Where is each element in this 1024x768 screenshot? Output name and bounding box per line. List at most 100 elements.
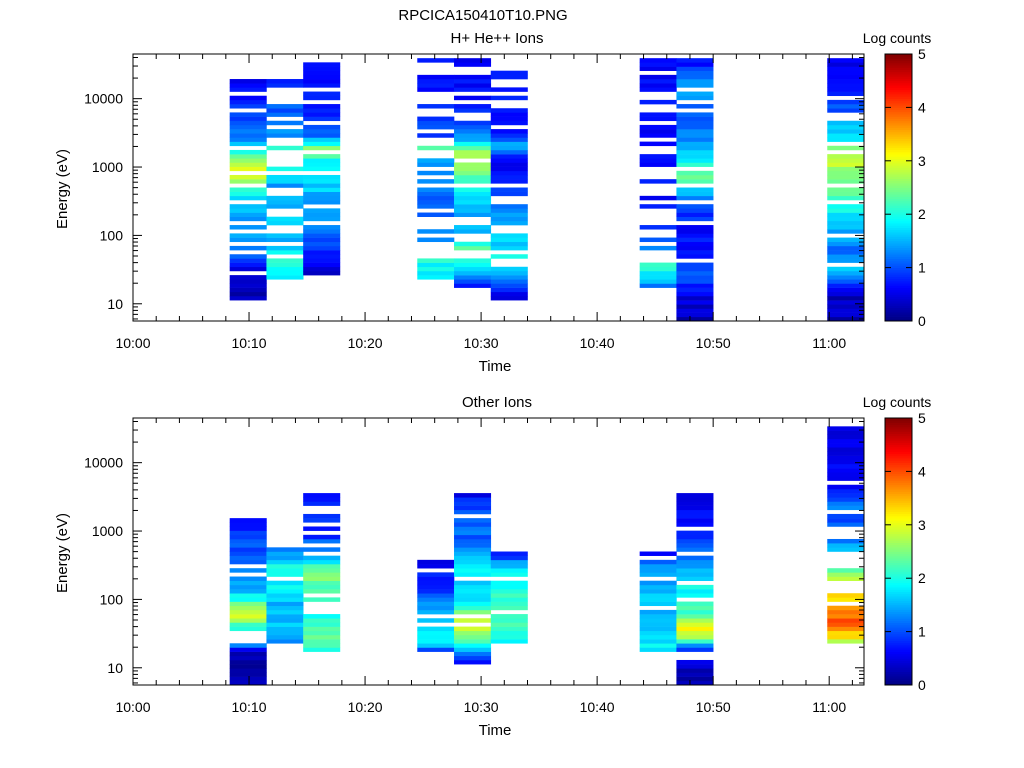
energy-bin: [454, 559, 492, 565]
energy-bin: [676, 668, 714, 673]
energy-bin: [490, 639, 528, 644]
energy-bin: [454, 195, 492, 201]
energy-bin: [229, 668, 267, 673]
energy-bin: [229, 208, 267, 213]
energy-bin: [676, 279, 714, 284]
x-tick-label: 10:20: [348, 335, 383, 351]
energy-bin: [303, 501, 341, 506]
energy-bin: [676, 630, 714, 636]
energy-bin: [417, 580, 455, 586]
energy-bin: [827, 451, 865, 456]
x-tick-label: 10:00: [115, 699, 150, 715]
energy-bin: [827, 547, 865, 552]
energy-bin: [827, 237, 865, 243]
colorbar-segment: [885, 498, 912, 501]
colorbar-segment: [885, 440, 912, 443]
colorbar-segment: [885, 667, 912, 670]
energy-bin: [229, 112, 267, 117]
colorbar-segment: [885, 105, 912, 108]
energy-bin: [266, 250, 304, 255]
colorbar-segment: [885, 54, 912, 57]
energy-bin: [676, 497, 714, 502]
energy-bin: [676, 622, 714, 627]
energy-bin: [827, 543, 865, 548]
colorbar-segment: [885, 671, 912, 675]
energy-bin: [229, 245, 267, 251]
colorbar-segment: [885, 125, 912, 128]
colorbar-segment: [885, 205, 912, 208]
energy-bin: [303, 618, 341, 623]
colorbar-segment: [885, 312, 912, 315]
energy-bin: [676, 204, 714, 209]
energy-bin: [676, 518, 714, 523]
energy-bin: [454, 187, 492, 192]
energy-bin: [417, 639, 455, 644]
colorbar-segment: [885, 127, 912, 131]
energy-bin: [676, 266, 714, 272]
energy-bin: [639, 129, 677, 134]
energy-bin: [676, 304, 714, 309]
energy-bin: [490, 145, 528, 151]
energy-bin: [266, 555, 304, 561]
energy-bin: [676, 212, 714, 217]
energy-bin: [676, 141, 714, 147]
energy-bin: [676, 505, 714, 511]
colorbar-segment: [885, 80, 912, 84]
energy-bin: [303, 116, 341, 122]
colorbar-segment: [885, 535, 912, 539]
energy-bin: [676, 158, 714, 163]
energy-bin: [827, 593, 865, 598]
energy-bin: [676, 145, 714, 151]
colorbar-segment: [885, 122, 912, 126]
energy-bin: [303, 580, 341, 586]
energy-bin: [229, 597, 267, 602]
energy-bin: [490, 166, 528, 172]
energy-bin: [676, 312, 714, 318]
energy-bin: [454, 568, 492, 573]
energy-bin: [454, 275, 492, 280]
colorbar-segment: [885, 669, 912, 673]
energy-bin: [303, 576, 341, 581]
colorbar-segment: [885, 227, 912, 231]
energy-bin: [454, 509, 492, 515]
energy-bin: [229, 179, 267, 184]
panel-2-plot-area: [229, 426, 865, 686]
colorbar-segment: [885, 587, 912, 590]
energy-bin: [266, 266, 304, 272]
energy-bin: [454, 543, 492, 548]
y-tick-label: 100: [100, 591, 124, 607]
energy-bin: [266, 79, 304, 84]
energy-bin: [639, 597, 677, 602]
colorbar-segment: [885, 600, 912, 604]
colorbar-segment: [885, 140, 912, 144]
figure-title: RPCICA150410T10.PNG: [398, 7, 567, 24]
energy-bin: [229, 601, 267, 607]
colorbar-segment: [885, 91, 912, 95]
energy-bin: [454, 270, 492, 276]
energy-bin: [454, 200, 492, 205]
energy-bin: [639, 79, 677, 84]
energy-bin: [639, 62, 677, 67]
energy-bin: [417, 191, 455, 197]
energy-bin: [639, 559, 677, 565]
colorbar-segment: [885, 307, 912, 311]
energy-bin: [417, 170, 455, 176]
colorbar-segment: [885, 464, 912, 468]
energy-bin: [676, 493, 714, 498]
energy-bin: [303, 179, 341, 184]
energy-bin: [303, 133, 341, 138]
colorbar-segment: [885, 163, 912, 166]
energy-bin: [676, 170, 714, 176]
energy-bin: [417, 145, 455, 151]
energy-bin: [229, 672, 267, 677]
energy-bin: [639, 584, 677, 590]
energy-bin: [229, 655, 267, 661]
colorbar-segment: [885, 431, 912, 434]
colorbar-segment: [885, 442, 912, 446]
energy-bin: [266, 605, 304, 611]
colorbar-segment: [885, 176, 912, 180]
energy-bin: [827, 166, 865, 172]
spectrogram-block: [303, 493, 341, 652]
energy-bin: [490, 597, 528, 602]
energy-bin: [676, 275, 714, 280]
